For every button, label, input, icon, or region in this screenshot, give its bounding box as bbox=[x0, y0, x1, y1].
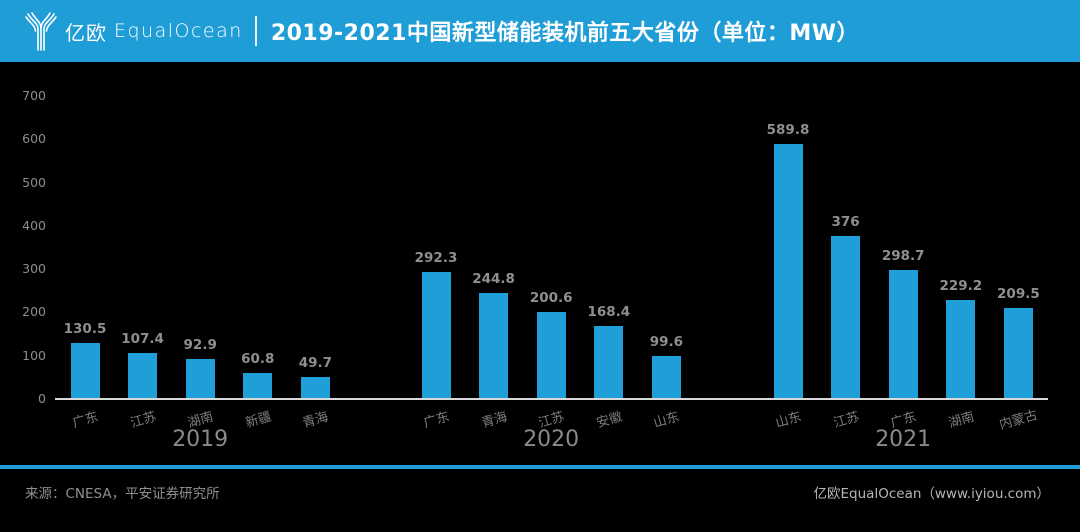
bar-2021-江苏 bbox=[831, 236, 861, 399]
category-label-2021-内蒙古: 内蒙古 bbox=[998, 407, 1040, 434]
source-text: 来源：CNESA，平安证券研究所 bbox=[25, 486, 220, 502]
category-label-2020-广东: 广东 bbox=[421, 409, 452, 432]
value-label-2021-内蒙古: 209.5 bbox=[997, 286, 1040, 303]
y-axis-tick-200: 200 bbox=[22, 304, 46, 320]
value-label-2020-广东: 292.3 bbox=[414, 250, 458, 267]
bar-2019-江苏 bbox=[128, 352, 158, 399]
bar-2021-湖南 bbox=[946, 299, 976, 399]
bar-2019-湖南 bbox=[185, 358, 215, 399]
y-axis-tick-0: 0 bbox=[38, 391, 46, 406]
brand-name-cn: 亿欧 bbox=[65, 20, 107, 45]
category-label-2019-青海: 青海 bbox=[301, 409, 331, 432]
bar-2019-新疆 bbox=[243, 372, 273, 399]
bar-2020-广东 bbox=[421, 272, 451, 399]
value-label-2019-新疆: 60.8 bbox=[241, 350, 275, 367]
category-label-2020-山东: 山东 bbox=[652, 409, 682, 432]
value-label-2020-安徽: 168.4 bbox=[587, 304, 631, 321]
value-label-2021-江苏: 376 bbox=[831, 214, 860, 231]
bar-2020-青海 bbox=[479, 293, 509, 399]
bar-chart: 0 100 200 300 400 500 600 700 130.5 广东 107.4 江苏 92.9… bbox=[0, 62, 1080, 465]
equalocean-logo-icon bbox=[25, 12, 57, 51]
year-label-2020: 2020 bbox=[523, 427, 580, 452]
value-label-2019-青海: 49.7 bbox=[298, 355, 333, 372]
bar-2021-山东 bbox=[773, 143, 803, 399]
category-label-2019-广东: 广东 bbox=[70, 409, 101, 432]
value-label-2021-湖南: 229.2 bbox=[939, 277, 983, 294]
value-label-2020-青海: 244.8 bbox=[472, 271, 515, 288]
y-axis-tick-700: 700 bbox=[22, 88, 46, 103]
category-label-2021-山东: 山东 bbox=[773, 409, 804, 432]
y-axis-tick-400: 400 bbox=[22, 217, 46, 233]
x-axis-line bbox=[55, 398, 1048, 400]
footer: 来源：CNESA，平安证券研究所 亿欧EqualOcean（www.iyiou.… bbox=[0, 469, 1080, 532]
value-label-2020-江苏: 200.6 bbox=[529, 290, 573, 307]
value-label-2019-广东: 130.5 bbox=[63, 320, 107, 337]
brand-logo: 亿欧 EqualOcean bbox=[24, 11, 243, 51]
value-label-2019-湖南: 92.9 bbox=[183, 336, 217, 353]
bar-2020-安徽 bbox=[594, 326, 624, 399]
bar-2021-广东 bbox=[888, 269, 918, 399]
brand-name-en: EqualOcean bbox=[114, 20, 243, 42]
value-label-2021-山东: 589.8 bbox=[766, 121, 810, 138]
header-bar: 亿欧 EqualOcean 2019-2021中国新型储能装机前五大省份（单位：… bbox=[0, 0, 1080, 62]
value-label-2021-广东: 298.7 bbox=[881, 247, 925, 264]
header-divider bbox=[254, 16, 257, 46]
value-label-2019-江苏: 107.4 bbox=[121, 330, 164, 347]
bar-2021-内蒙古 bbox=[1003, 308, 1033, 399]
bar-2020-江苏 bbox=[536, 312, 566, 399]
footer-divider-line bbox=[0, 465, 1080, 469]
y-axis-tick-600: 600 bbox=[22, 131, 46, 147]
value-label-2020-山东: 99.6 bbox=[649, 333, 684, 350]
bar-2019-广东 bbox=[70, 342, 100, 399]
year-label-2021: 2021 bbox=[875, 427, 932, 452]
chart-title: 2019-2021中国新型储能装机前五大省份（单位：MW） bbox=[270, 21, 860, 46]
bar-2020-山东 bbox=[651, 355, 681, 399]
bar-2019-青海 bbox=[300, 377, 330, 399]
y-axis-tick-100: 100 bbox=[22, 347, 46, 363]
y-axis-tick-500: 500 bbox=[22, 174, 46, 190]
y-axis-tick-300: 300 bbox=[22, 261, 46, 277]
year-label-2019: 2019 bbox=[172, 427, 229, 452]
credit-text: 亿欧EqualOcean（www.iyiou.com） bbox=[813, 486, 1050, 502]
